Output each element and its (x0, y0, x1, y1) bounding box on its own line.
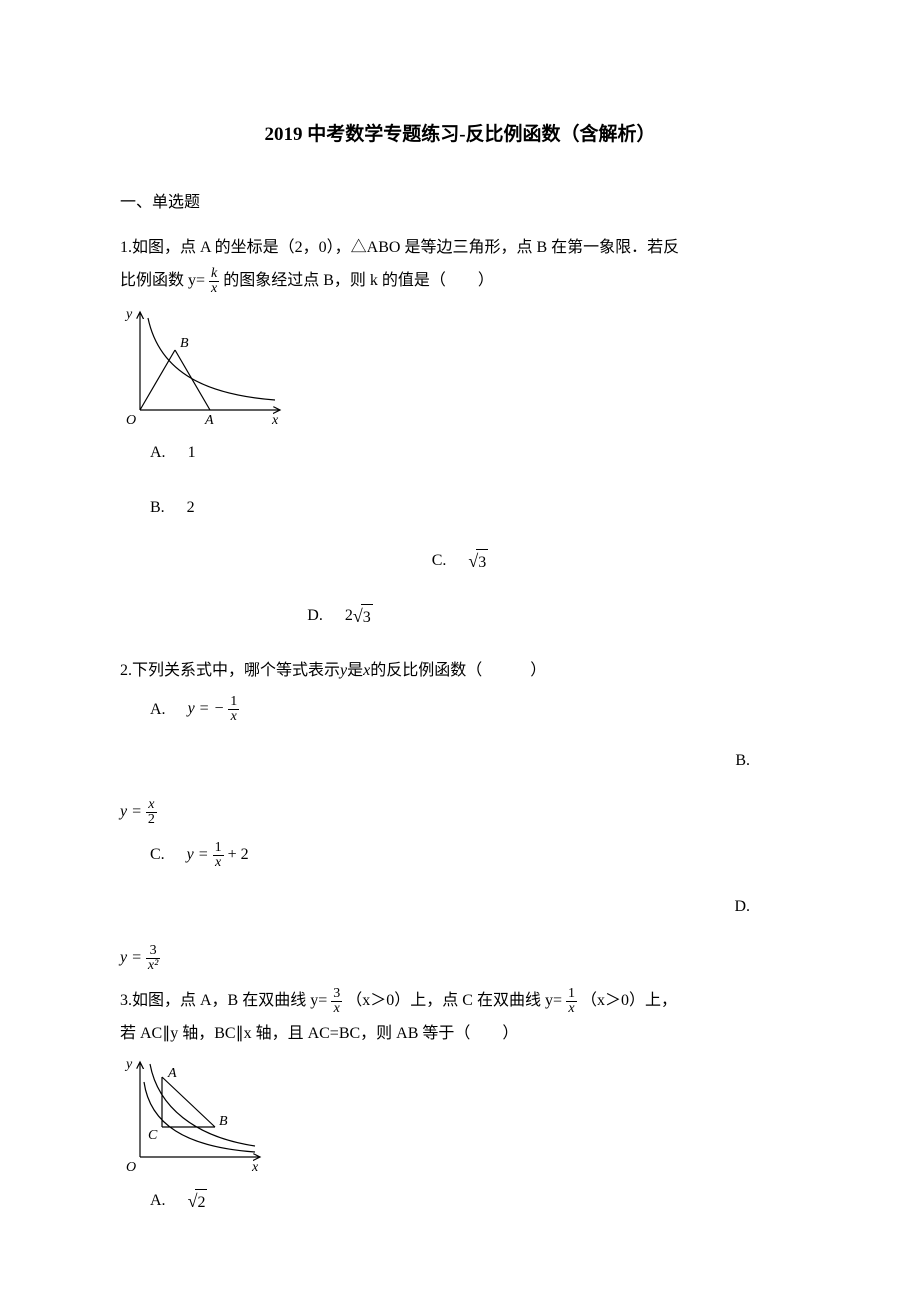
svg-text:O: O (126, 1160, 136, 1175)
q2-d-num: 3 (146, 944, 160, 959)
q2-prefix: 2.下列关系式中，哪个等式表示 (120, 662, 340, 679)
q1-option-c: C. √3 (120, 547, 800, 576)
q2-c-suffix: + 2 (228, 846, 249, 863)
option-label-a: A. (150, 440, 166, 466)
q2-b-fraction: x 2 (146, 798, 157, 827)
q3-f2-num: 1 (566, 987, 577, 1002)
q1-frac-den: x (209, 282, 219, 296)
svg-text:x: x (271, 413, 279, 428)
page-title: 2019 中考数学专题练习-反比例函数（含解析） (120, 120, 800, 150)
q1-line2: 比例函数 y= k x 的图象经过点 B，则 k 的值是（ ） (120, 267, 800, 296)
q2-d-den: x² (146, 959, 160, 973)
q2-d-prefix: y = (120, 949, 146, 966)
q2-mid2: 的反比例函数（ ） (370, 662, 546, 679)
q3-l1-prefix: 3.如图，点 A，B 在双曲线 y= (120, 992, 331, 1009)
q2-a-prefix: y = − (188, 701, 229, 718)
option-label-c: C. (150, 842, 165, 868)
option-label-b: B. (150, 495, 165, 521)
q1-option-d: D. 2√3 (120, 602, 800, 631)
q2-a-num: 1 (228, 695, 239, 710)
svg-text:y: y (124, 1057, 133, 1072)
q2-mid1: 是 (347, 662, 363, 679)
option-label-d: D. (307, 603, 323, 629)
q2-a-fraction: 1 x (228, 695, 239, 724)
svg-text:O: O (126, 413, 136, 428)
sqrt-icon: √3 (353, 602, 373, 631)
q2-b-num: x (146, 798, 157, 813)
svg-text:C: C (148, 1128, 158, 1143)
q2-option-a: A. y = − 1 x (120, 695, 800, 724)
section-header: 一、单选题 (120, 190, 800, 216)
q2-option-b-formula: y = x 2 (120, 798, 800, 827)
q1-option-a: A. 1 (120, 440, 800, 466)
q3-f1-num: 3 (331, 987, 342, 1002)
q3-f1-den: x (331, 1002, 342, 1016)
q3-option-a: A. √2 (120, 1187, 800, 1216)
q1-opt-b-val: 2 (187, 499, 195, 516)
q2-b-den: 2 (146, 813, 157, 827)
q3-f2-den: x (566, 1002, 577, 1016)
q3-line1: 3.如图，点 A，B 在双曲线 y= 3 x （x＞0）上，点 C 在双曲线 y… (120, 987, 800, 1016)
option-label-a: A. (150, 697, 166, 723)
q1-opt-a-val: 1 (188, 444, 196, 461)
q3-figure: y x O A B C (120, 1052, 800, 1177)
svg-text:y: y (124, 307, 133, 322)
sqrt-icon: √2 (188, 1187, 208, 1216)
q2-c-fraction: 1 x (213, 841, 224, 870)
q2-c-num: 1 (213, 841, 224, 856)
svg-text:A: A (204, 413, 214, 428)
svg-text:x: x (251, 1160, 259, 1175)
option-label-c: C. (432, 548, 447, 574)
option-label-a: A. (150, 1188, 166, 1214)
q2-a-den: x (228, 710, 239, 724)
q1-line1: 1.如图，点 A 的坐标是（2，0），△ABO 是等边三角形，点 B 在第一象限… (120, 234, 800, 263)
q1-line2-suffix: 的图象经过点 B，则 k 的值是（ ） (223, 272, 494, 289)
svg-text:B: B (219, 1114, 228, 1129)
q1-opt-d-coef: 2 (345, 607, 353, 624)
q2-option-d-formula: y = 3 x² (120, 944, 800, 973)
q1-line2-prefix: 比例函数 y= (120, 272, 209, 289)
q2-c-den: x (213, 856, 224, 870)
q1-fraction: k x (209, 267, 219, 296)
q3-frac1: 3 x (331, 987, 342, 1016)
q1-opt-c-val: 3 (476, 549, 488, 576)
q2-text: 2.下列关系式中，哪个等式表示y是x的反比例函数（ ） (120, 657, 800, 686)
q1-frac-num: k (209, 267, 219, 282)
q3-svg: y x O A B C (120, 1052, 270, 1177)
q3-frac2: 1 x (566, 987, 577, 1016)
q3-l1-suffix: （x＞0）上， (581, 992, 677, 1009)
q3-l1-mid: （x＞0）上，点 C 在双曲线 y= (346, 992, 566, 1009)
svg-text:B: B (180, 336, 189, 351)
q2-c-prefix: y = (187, 846, 213, 863)
q2-option-d-label: D. (120, 894, 800, 920)
q2-option-c: C. y = 1 x + 2 (120, 841, 800, 870)
q1-option-b: B. 2 (120, 495, 800, 521)
q2-option-b-label: B. (120, 748, 800, 774)
q2-d-fraction: 3 x² (146, 944, 160, 973)
svg-text:A: A (167, 1066, 177, 1081)
q2-b-prefix: y = (120, 803, 146, 820)
q1-opt-d-val: 3 (361, 604, 373, 631)
q1-figure: y x O A B (120, 300, 800, 430)
q1-svg: y x O A B (120, 300, 290, 430)
sqrt-icon: √3 (468, 547, 488, 576)
q3-opt-a-val: 2 (195, 1189, 207, 1216)
q3-line2: 若 AC∥y 轴，BC∥x 轴，且 AC=BC，则 AB 等于（ ） (120, 1020, 800, 1049)
